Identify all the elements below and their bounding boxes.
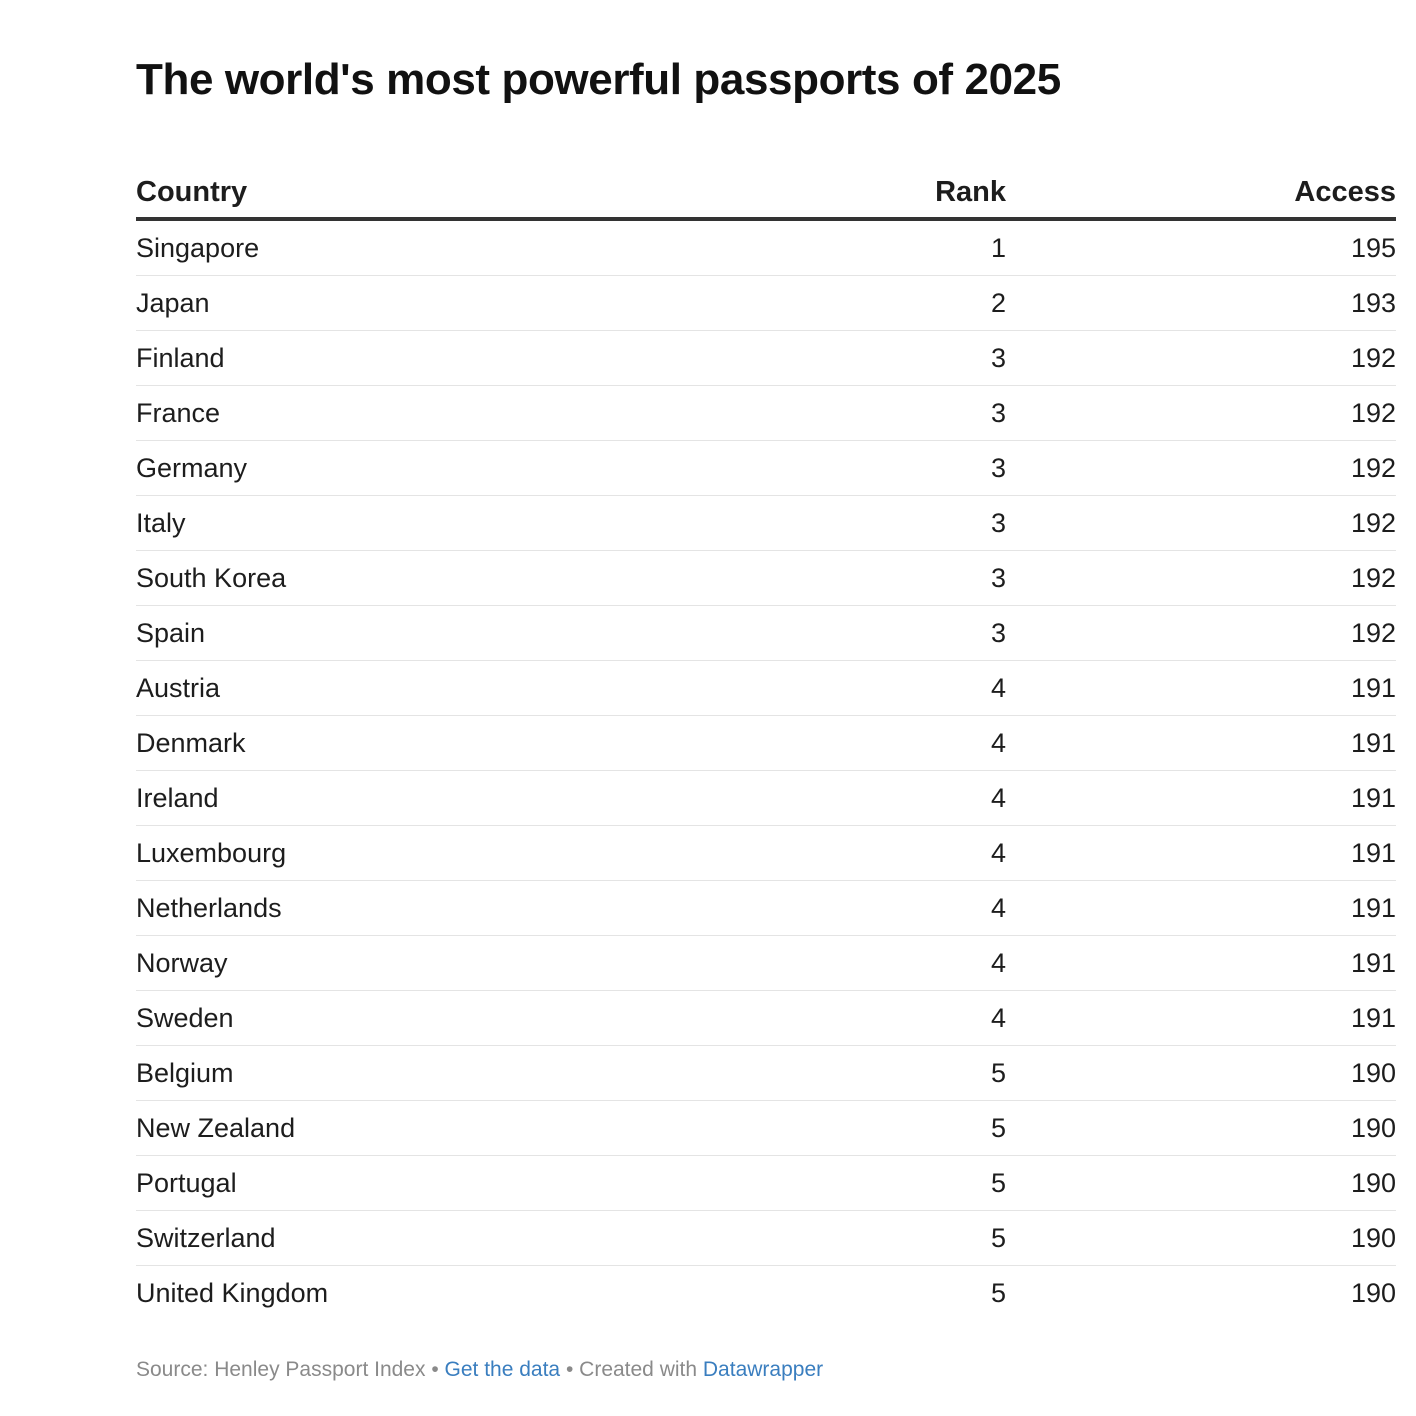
cell-access: 191 bbox=[1006, 990, 1396, 1046]
cell-rank: 4 bbox=[736, 990, 1006, 1046]
table-row: Ireland 4 191 bbox=[136, 770, 1396, 826]
table-row: Belgium 5 190 bbox=[136, 1045, 1396, 1101]
cell-access: 191 bbox=[1006, 825, 1396, 881]
header-row: Country Rank Access bbox=[136, 155, 1396, 221]
footer-separator: • bbox=[560, 1358, 580, 1381]
cell-rank: 2 bbox=[736, 275, 1006, 331]
table-row: Luxembourg 4 191 bbox=[136, 825, 1396, 881]
cell-country: Ireland bbox=[136, 770, 736, 826]
table-row: Singapore 1 195 bbox=[136, 219, 1396, 276]
cell-access: 190 bbox=[1006, 1045, 1396, 1101]
cell-rank: 3 bbox=[736, 605, 1006, 661]
cell-rank: 5 bbox=[736, 1045, 1006, 1101]
table-body: Singapore 1 195 Japan 2 193 Finland 3 192 France 3… bbox=[136, 219, 1396, 1320]
cell-rank: 4 bbox=[736, 935, 1006, 991]
table-row: Switzerland 5 190 bbox=[136, 1210, 1396, 1266]
cell-access: 190 bbox=[1350, 1277, 1396, 1308]
datawrapper-link[interactable]: Datawrapper bbox=[702, 1358, 824, 1381]
cell-access: 192 bbox=[1006, 495, 1396, 551]
table-header: Country Rank Access bbox=[136, 155, 1396, 221]
cell-access: 191 bbox=[1006, 770, 1396, 826]
column-header-access[interactable]: Access bbox=[1006, 155, 1396, 221]
get-the-data-link[interactable]: Get the data bbox=[444, 1358, 561, 1381]
chart-footer: Source: Henley Passport Index • Get the … bbox=[136, 1358, 823, 1382]
cell-rank: 4 bbox=[736, 660, 1006, 716]
cell-country: South Korea bbox=[136, 550, 736, 606]
cell-country: Germany bbox=[136, 440, 736, 496]
cell-country: Sweden bbox=[136, 990, 736, 1046]
cell-country: Luxembourg bbox=[136, 825, 736, 881]
cell-rank: 5 bbox=[736, 1100, 1006, 1156]
cell-country: Japan bbox=[136, 275, 736, 331]
cell-access: 190 bbox=[1006, 1210, 1396, 1266]
cell-access: 192 bbox=[1006, 330, 1396, 386]
cell-country: Portugal bbox=[136, 1155, 736, 1211]
table-row: Germany 3 192 bbox=[136, 440, 1396, 496]
cell-country: Denmark bbox=[136, 715, 736, 771]
chart-title: The world's most powerful passports of 2… bbox=[136, 55, 1061, 104]
cell-access: 191 bbox=[1006, 715, 1396, 771]
table-row: France 3 192 bbox=[136, 385, 1396, 441]
cell-country: Singapore bbox=[136, 219, 736, 276]
cell-access: 191 bbox=[1006, 935, 1396, 991]
cell-access: 190 bbox=[1006, 1155, 1396, 1211]
cell-rank: 4 bbox=[736, 770, 1006, 826]
source-text: Source: Henley Passport Index bbox=[136, 1358, 426, 1381]
cell-rank: 3 bbox=[736, 550, 1006, 606]
cell-rank: 3 bbox=[736, 385, 1006, 441]
table-row: Portugal 5 190 bbox=[136, 1155, 1396, 1211]
cell-rank: 5 bbox=[736, 1210, 1006, 1266]
cell-access: 192 bbox=[1006, 550, 1396, 606]
cell-country: Belgium bbox=[136, 1045, 736, 1101]
footer-separator: • bbox=[425, 1358, 445, 1381]
cell-rank: 5 bbox=[990, 1277, 1006, 1308]
cell-rank: 4 bbox=[736, 715, 1006, 771]
cell-rank: 3 bbox=[736, 440, 1006, 496]
table-row: Sweden 4 191 bbox=[136, 990, 1396, 1046]
cell-access: 192 bbox=[1006, 440, 1396, 496]
table-row: South Korea 3 192 bbox=[136, 550, 1396, 606]
table-row: Japan 2 193 bbox=[136, 275, 1396, 331]
cell-access: 195 bbox=[1006, 219, 1396, 276]
cell-rank: 4 bbox=[736, 880, 1006, 936]
cell-country: France bbox=[136, 385, 736, 441]
table-row: United Kingdom 5 190 bbox=[136, 1266, 1396, 1321]
table-row: Denmark 4 191 bbox=[136, 715, 1396, 771]
cell-country: Spain bbox=[136, 605, 736, 661]
table-row: Finland 3 192 bbox=[136, 330, 1396, 386]
cell-access: 192 bbox=[1006, 385, 1396, 441]
cell-country: Netherlands bbox=[136, 880, 736, 936]
cell-country: Finland bbox=[136, 330, 736, 386]
cell-rank: 4 bbox=[736, 825, 1006, 881]
cell-country: United Kingdom bbox=[136, 1277, 329, 1308]
cell-access: 192 bbox=[1006, 605, 1396, 661]
column-header-rank[interactable]: Rank bbox=[736, 155, 1006, 221]
data-table: Country Rank Access Singapore 1 195 Japan 2 1… bbox=[136, 155, 1396, 1320]
table-row: New Zealand 5 190 bbox=[136, 1100, 1396, 1156]
cell-access: 190 bbox=[1006, 1100, 1396, 1156]
cell-country: Norway bbox=[136, 935, 736, 991]
column-header-country[interactable]: Country bbox=[136, 155, 736, 221]
table-row: Italy 3 192 bbox=[136, 495, 1396, 551]
cell-rank: 5 bbox=[736, 1155, 1006, 1211]
cell-country: Switzerland bbox=[136, 1210, 736, 1266]
table-row: Austria 4 191 bbox=[136, 660, 1396, 716]
created-with-text: Created with bbox=[579, 1358, 698, 1381]
table-row: Norway 4 191 bbox=[136, 935, 1396, 991]
cell-country: Italy bbox=[136, 495, 736, 551]
cell-access: 193 bbox=[1006, 275, 1396, 331]
table-row: Netherlands 4 191 bbox=[136, 880, 1396, 936]
cell-rank: 1 bbox=[736, 219, 1006, 276]
cell-country: New Zealand bbox=[136, 1100, 736, 1156]
cell-rank: 3 bbox=[736, 330, 1006, 386]
cell-country: Austria bbox=[136, 660, 736, 716]
cell-rank: 3 bbox=[736, 495, 1006, 551]
cell-access: 191 bbox=[1006, 660, 1396, 716]
table-row: Spain 3 192 bbox=[136, 605, 1396, 661]
cell-access: 191 bbox=[1006, 880, 1396, 936]
